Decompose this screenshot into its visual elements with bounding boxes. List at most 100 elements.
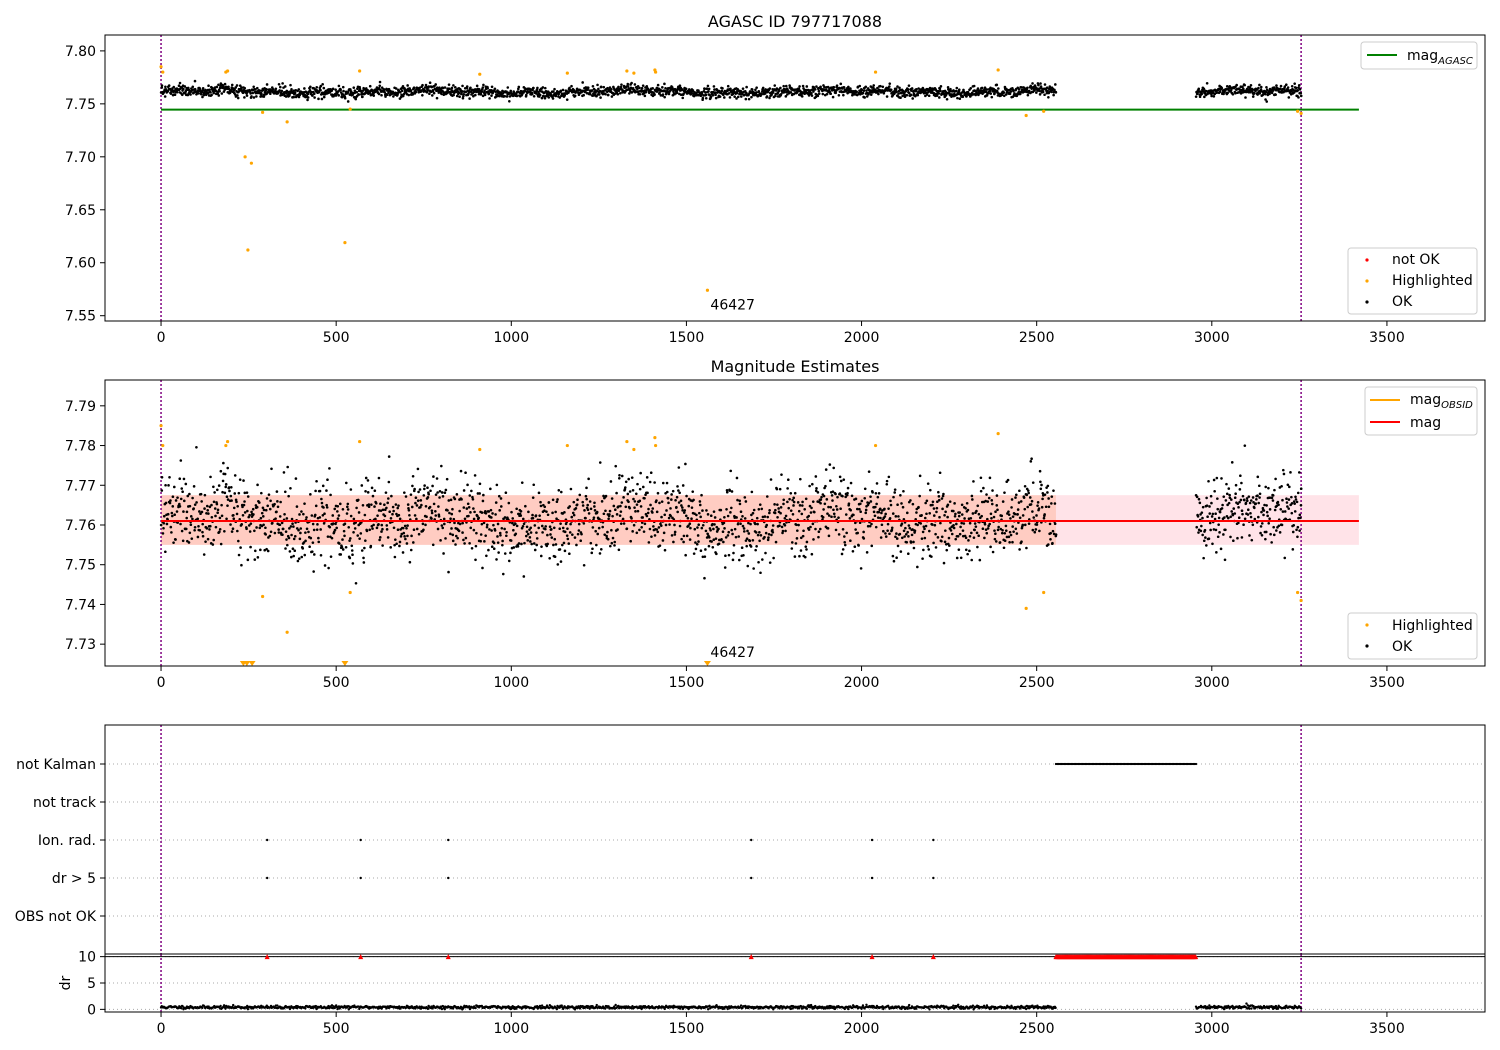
point-highlighted	[261, 110, 265, 114]
point-ok	[379, 509, 383, 512]
y-axis-agasc: 7.557.607.657.707.757.80	[65, 44, 105, 325]
point-ok	[501, 543, 504, 547]
point-ok	[1007, 510, 1010, 513]
point-ok	[466, 483, 469, 487]
flag-label: not track	[33, 795, 97, 811]
point-ok	[886, 522, 890, 526]
point-ok	[357, 511, 361, 514]
point-ok	[782, 502, 785, 506]
point-ok	[270, 467, 273, 471]
point-ok	[233, 93, 237, 96]
point-ok	[394, 503, 398, 506]
point-ok	[693, 527, 697, 531]
point-ok	[1234, 492, 1237, 496]
point-ok	[451, 507, 454, 511]
point-ok	[1240, 536, 1244, 539]
point-ok	[434, 83, 438, 86]
point-ok	[1035, 523, 1039, 526]
point-ok	[1253, 517, 1257, 521]
point-ok	[944, 510, 947, 514]
point-ok	[1011, 525, 1014, 528]
point-ok	[205, 504, 209, 508]
point-ok	[374, 517, 377, 521]
point-ok	[963, 534, 967, 538]
point-ok	[218, 516, 222, 520]
point-ok	[558, 96, 562, 99]
point-ok	[451, 539, 455, 543]
point-ok	[903, 95, 907, 98]
point-ok	[353, 89, 357, 92]
point-ok	[892, 559, 896, 563]
point-ok	[260, 511, 264, 515]
point-ok	[168, 87, 172, 91]
point-ok	[179, 497, 183, 501]
x-tick-label: 3000	[1194, 330, 1230, 346]
point-ok	[643, 522, 647, 526]
point-ok	[185, 510, 189, 514]
point-ok	[906, 530, 909, 534]
point-ok	[212, 91, 216, 95]
point-ok	[663, 95, 666, 99]
point-ok	[596, 532, 600, 536]
point-ok	[269, 92, 272, 95]
point-ok	[1253, 506, 1256, 510]
point-ok	[929, 488, 932, 492]
point-ok	[907, 84, 911, 87]
point-ok	[344, 481, 348, 485]
point-ok	[732, 543, 736, 547]
point-ok	[1258, 92, 1262, 95]
point-ok	[1243, 517, 1247, 521]
point-ok	[367, 505, 371, 509]
point-ok	[430, 511, 434, 515]
point-ok	[309, 493, 312, 496]
point-ok	[1258, 496, 1261, 499]
point-ok	[849, 87, 852, 90]
point-ok	[1200, 92, 1204, 96]
point-ok	[984, 90, 988, 94]
point-ok	[1002, 546, 1006, 550]
point-ok	[193, 503, 197, 506]
point-ok	[365, 529, 369, 533]
point-ok	[906, 88, 910, 92]
point-ok	[169, 92, 173, 95]
point-ok	[1290, 495, 1293, 499]
point-ok	[830, 494, 834, 497]
point-ok	[704, 529, 708, 533]
point-ok	[488, 97, 491, 100]
point-ok	[1054, 91, 1058, 94]
point-ok	[591, 526, 595, 529]
point-ok	[395, 542, 398, 546]
point-ok	[579, 539, 583, 543]
point-ok	[768, 561, 772, 564]
point-ok	[688, 522, 692, 526]
point-ok	[598, 517, 601, 521]
point-ok	[1254, 502, 1258, 505]
point-ok	[492, 523, 495, 527]
point-ok	[784, 84, 788, 88]
point-ok	[758, 503, 762, 506]
point-ok	[185, 516, 189, 520]
point-ok	[749, 522, 752, 526]
point-ok	[522, 575, 526, 578]
point-ok	[1195, 495, 1199, 499]
point-ok	[610, 87, 613, 91]
point-ok	[776, 503, 779, 506]
point-ok	[312, 528, 316, 532]
point-ok	[772, 556, 775, 560]
point-ok	[404, 537, 407, 541]
point-ok	[902, 529, 906, 533]
point-ok	[315, 528, 319, 531]
point-ok	[1204, 536, 1207, 539]
point-ok	[1016, 508, 1020, 511]
point-ok	[217, 94, 221, 97]
point-ok	[544, 527, 547, 531]
point-ok	[613, 508, 617, 512]
point-ok	[854, 528, 857, 531]
point-ok	[608, 513, 611, 516]
point-ok	[1218, 531, 1221, 534]
point-ok	[743, 93, 747, 96]
point-ok	[907, 535, 910, 538]
point-ok	[750, 88, 754, 91]
point-ok	[760, 507, 764, 511]
y-tick-label: 7.75	[65, 558, 96, 574]
